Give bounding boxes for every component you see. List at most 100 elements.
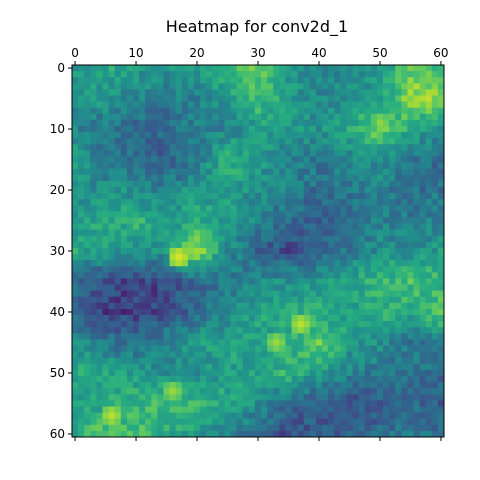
heatmap-cell (407, 95, 414, 102)
heatmap-cell (84, 321, 91, 328)
heatmap-cell (303, 107, 311, 115)
heatmap-cell (346, 89, 353, 96)
heatmap-cell (309, 333, 317, 340)
heatmap-cell (395, 156, 402, 163)
heatmap-cell (389, 217, 396, 224)
heatmap-cell (114, 406, 122, 414)
heatmap-cell (376, 266, 384, 273)
heatmap-cell (163, 266, 170, 273)
heatmap-cell (84, 95, 91, 102)
heatmap-cell (212, 418, 219, 426)
heatmap-cell (193, 150, 201, 157)
heatmap-cell (389, 345, 396, 353)
heatmap-cell (261, 345, 268, 353)
heatmap-cell (114, 315, 122, 322)
heatmap-cell (358, 138, 366, 145)
heatmap-cell (328, 132, 335, 139)
heatmap-cell (346, 418, 353, 426)
heatmap-cell (273, 101, 280, 109)
heatmap-cell (297, 382, 305, 389)
heatmap-cell (297, 95, 305, 102)
heatmap-cell (419, 119, 427, 127)
heatmap-cell (419, 186, 427, 194)
heatmap-cell (218, 107, 225, 115)
heatmap-cell (376, 369, 384, 377)
heatmap-cell (328, 382, 335, 389)
heatmap-cell (309, 223, 317, 231)
heatmap-cell (297, 156, 305, 163)
heatmap-cell (437, 125, 445, 133)
heatmap-cell (254, 95, 262, 102)
heatmap-cell (309, 412, 317, 420)
heatmap-cell (279, 71, 286, 78)
heatmap-cell (126, 162, 134, 170)
heatmap-cell (139, 260, 146, 267)
heatmap-cell (267, 363, 274, 371)
heatmap-cell (389, 284, 396, 292)
heatmap-cell (297, 199, 305, 206)
heatmap-cell (90, 412, 97, 420)
heatmap-cell (90, 290, 97, 298)
heatmap-cell (297, 65, 305, 72)
heatmap-cell (181, 351, 189, 359)
heatmap-cell (236, 424, 244, 432)
heatmap-cell (389, 302, 396, 310)
heatmap-cell (120, 382, 128, 389)
heatmap-cell (352, 107, 360, 115)
heatmap-cell (120, 168, 128, 176)
heatmap-cell (328, 321, 335, 328)
heatmap-cell (169, 186, 177, 194)
heatmap-cell (395, 406, 402, 414)
heatmap-cell (370, 77, 378, 84)
heatmap-cell (187, 95, 195, 102)
heatmap-cell (254, 144, 262, 151)
heatmap-cell (334, 412, 341, 420)
heatmap-cell (187, 162, 195, 170)
heatmap-cell (370, 71, 378, 78)
heatmap-cell (151, 144, 158, 151)
heatmap-cell (96, 369, 103, 377)
heatmap-cell (303, 266, 311, 273)
heatmap-cell (267, 83, 274, 90)
heatmap-cell (96, 95, 103, 102)
heatmap-cell (315, 132, 323, 139)
heatmap-cell (309, 357, 317, 365)
heatmap-cell (126, 424, 134, 432)
heatmap-cell (157, 150, 164, 157)
heatmap-cell (291, 388, 299, 395)
heatmap-cell (395, 284, 402, 292)
heatmap-cell (315, 424, 323, 432)
heatmap-cell (358, 339, 366, 346)
heatmap-cell (169, 168, 177, 176)
heatmap-cell (407, 266, 414, 273)
heatmap-cell (163, 241, 170, 249)
heatmap-cell (230, 290, 238, 298)
heatmap-cell (358, 132, 366, 139)
heatmap-cell (279, 101, 286, 109)
heatmap-cell (279, 199, 286, 206)
heatmap-cell (230, 418, 238, 426)
heatmap-cell (279, 125, 286, 133)
heatmap-cell (236, 193, 244, 200)
heatmap-cell (78, 272, 85, 279)
heatmap-cell (175, 296, 183, 304)
heatmap-cell (346, 345, 353, 353)
heatmap-cell (145, 186, 152, 194)
heatmap-cell (315, 217, 323, 224)
heatmap-cell (279, 308, 286, 316)
heatmap-cell (364, 113, 372, 121)
heatmap-cell (370, 193, 378, 200)
heatmap-cell (297, 418, 305, 426)
heatmap-cell (206, 235, 213, 243)
heatmap-cell (431, 65, 439, 72)
heatmap-cell (425, 290, 433, 298)
heatmap-cell (425, 321, 433, 328)
heatmap-cell (78, 174, 85, 182)
heatmap-cell (419, 315, 427, 322)
heatmap-cell (303, 180, 311, 188)
heatmap-cell (425, 388, 433, 395)
y-tick-label: 60 (50, 427, 65, 441)
heatmap-cell (370, 357, 378, 365)
heatmap-cell (437, 77, 445, 84)
heatmap-cell (267, 132, 274, 139)
